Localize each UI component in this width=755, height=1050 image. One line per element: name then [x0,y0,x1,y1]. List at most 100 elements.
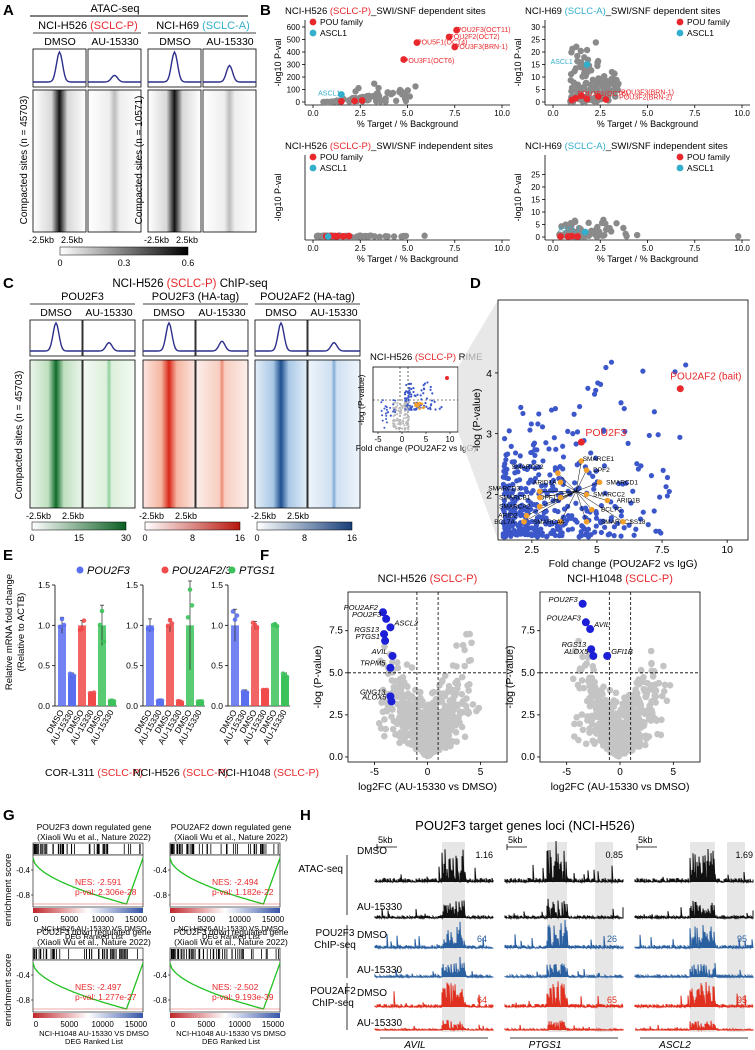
inset-point [380,409,383,412]
inset-point [385,408,388,411]
gene-point [399,673,407,681]
swisnf-label: SMARCD2 [512,464,544,471]
protein-point [634,461,640,467]
gene-point [418,727,426,735]
scale-tick: 8 [190,533,195,543]
x-tick-label: 7.5 [449,244,461,253]
protein-point [602,490,608,496]
inset-point [407,415,411,419]
target-gene-label: GFI1B [611,647,633,656]
target-gene-point [387,697,396,706]
colorscale [256,521,353,531]
pou-point [583,95,591,103]
protein-point [615,520,621,527]
replicate-dot [187,587,193,592]
point-label: POU3F2(BRN-2) [619,95,672,102]
gene-point [617,706,625,713]
gene-point [579,726,587,734]
panel-letter-D: D [470,275,481,292]
protein-point [518,485,524,491]
y-tick-label: 100 [287,86,301,95]
replicate-dot [59,616,65,622]
protein-point [648,473,655,479]
cell-title: NCI-H69 (SCLC-A) [156,20,250,32]
inset-point [393,413,397,416]
gene-point [429,739,437,746]
inset-point [403,397,407,400]
x-tick-label: 2.5 [525,544,540,556]
highlight-point [577,438,585,446]
protein-point [550,527,556,534]
protein-point [503,513,509,519]
legend-label: POU family [687,152,731,162]
swisnf-label: DPF2 [593,467,610,474]
gene-point [461,662,469,670]
highlight-label: POU2AF2 (bait) [670,372,741,383]
gene-point [641,719,648,727]
gene-point [410,712,418,720]
data-point [346,98,353,105]
protein-point [560,454,567,460]
y-axis-title: enrichment score [3,954,14,1027]
x-tick-label: 0 [171,915,176,924]
x-tick-label: 5.0 [402,244,414,253]
y-tick-label: 1.5 [126,580,138,590]
data-point [583,46,591,54]
inset-point [405,423,409,427]
protein-point [526,480,532,486]
point-label: POU3F3(BRN-1) [621,90,674,97]
gene-point [454,702,461,709]
protein-point [518,531,524,537]
legend-swatch [228,566,236,574]
data-point [398,89,405,96]
inset-point [410,406,413,409]
x-tick-label: -5 [562,767,571,778]
inset-point [431,392,434,395]
inset-point [383,407,386,410]
panel-letter-A: A [3,2,14,19]
scalebar-label: 5kb [378,835,393,845]
protein-point [658,530,664,536]
gene-point [441,723,448,731]
y-tick-label: -0.8 [153,996,167,1005]
swisnf-point [523,512,530,519]
condition-label: DMSO [153,307,185,319]
legend-label: POU family [320,152,364,162]
signal-track [634,962,754,979]
protein-point [592,529,598,535]
protein-point [618,508,625,514]
pou-point [337,97,345,105]
protein-point [535,530,541,536]
x-axis-title: % Target / % Background [357,119,458,129]
protein-point [546,446,552,452]
gene-point [607,731,614,738]
protein-point [602,524,608,530]
protein-point [544,519,550,525]
es-frame [169,959,281,1013]
data-point [582,80,589,87]
ascl1-point [324,233,332,240]
protein-point [637,516,644,522]
protein-point [512,506,518,512]
inset-point [418,407,422,410]
x-tick-label: 5 [671,767,677,778]
replicate-dot [97,622,103,628]
inset-point [405,420,408,423]
inset-frame [372,366,459,433]
signal-track [634,848,754,884]
y-tick-label: 1.0 [126,620,138,630]
gene-point [390,683,398,691]
y-tick-label: 0.0 [38,701,50,711]
bar [156,701,164,706]
signal-track [374,849,494,884]
gene-point [576,684,583,692]
data-point [371,233,378,240]
inset-point [425,397,429,400]
bar [271,625,279,706]
swisnf-point [604,497,611,504]
swisnf-point [557,479,564,486]
inset-point [410,393,413,396]
gene-point [578,711,586,718]
y-tick-label: -0.4 [153,971,167,980]
group-label: ChIP-seq [314,940,356,951]
